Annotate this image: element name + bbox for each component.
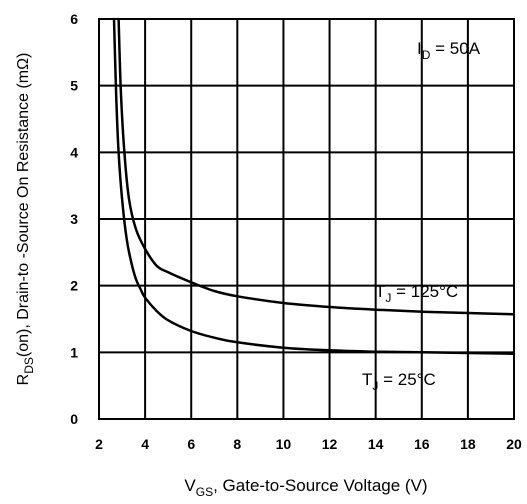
curve-tj-125c [117,17,516,316]
id-annotation: ID = 50A [417,39,481,62]
x-tick-label: 8 [233,436,241,452]
x-tick-label: 4 [141,436,149,452]
plot-frame [98,18,515,420]
x-tick-label: 12 [322,436,338,452]
tj-25-annotation: TJ = 25°C [362,370,436,393]
y-tick-label: 0 [70,411,78,427]
x-tick-label: 2 [95,436,103,452]
tj-125-annotation: TJ = 125°C [375,282,458,305]
x-tick-label: 14 [368,436,384,452]
y-tick-label: 2 [70,278,78,294]
y-tick-label: 1 [70,344,78,360]
x-tick-label: 6 [187,436,195,452]
curve-tj-25c [112,17,516,355]
x-axis-label: VGS, Gate-to-Source Voltage (V) [184,476,427,499]
curves [112,17,516,355]
y-tick-label: 3 [70,211,78,227]
x-tick-label: 10 [276,436,292,452]
x-tick-label: 16 [414,436,430,452]
y-axis-label: RDS(on), Drain-to -Source On Resistance … [15,53,36,386]
x-tick-label: 18 [460,436,476,452]
y-tick-label: 4 [70,144,78,160]
y-tick-label: 6 [70,11,78,27]
grid-lines [99,19,514,419]
x-tick-label: 20 [506,436,522,452]
y-tick-label: 5 [70,78,78,94]
